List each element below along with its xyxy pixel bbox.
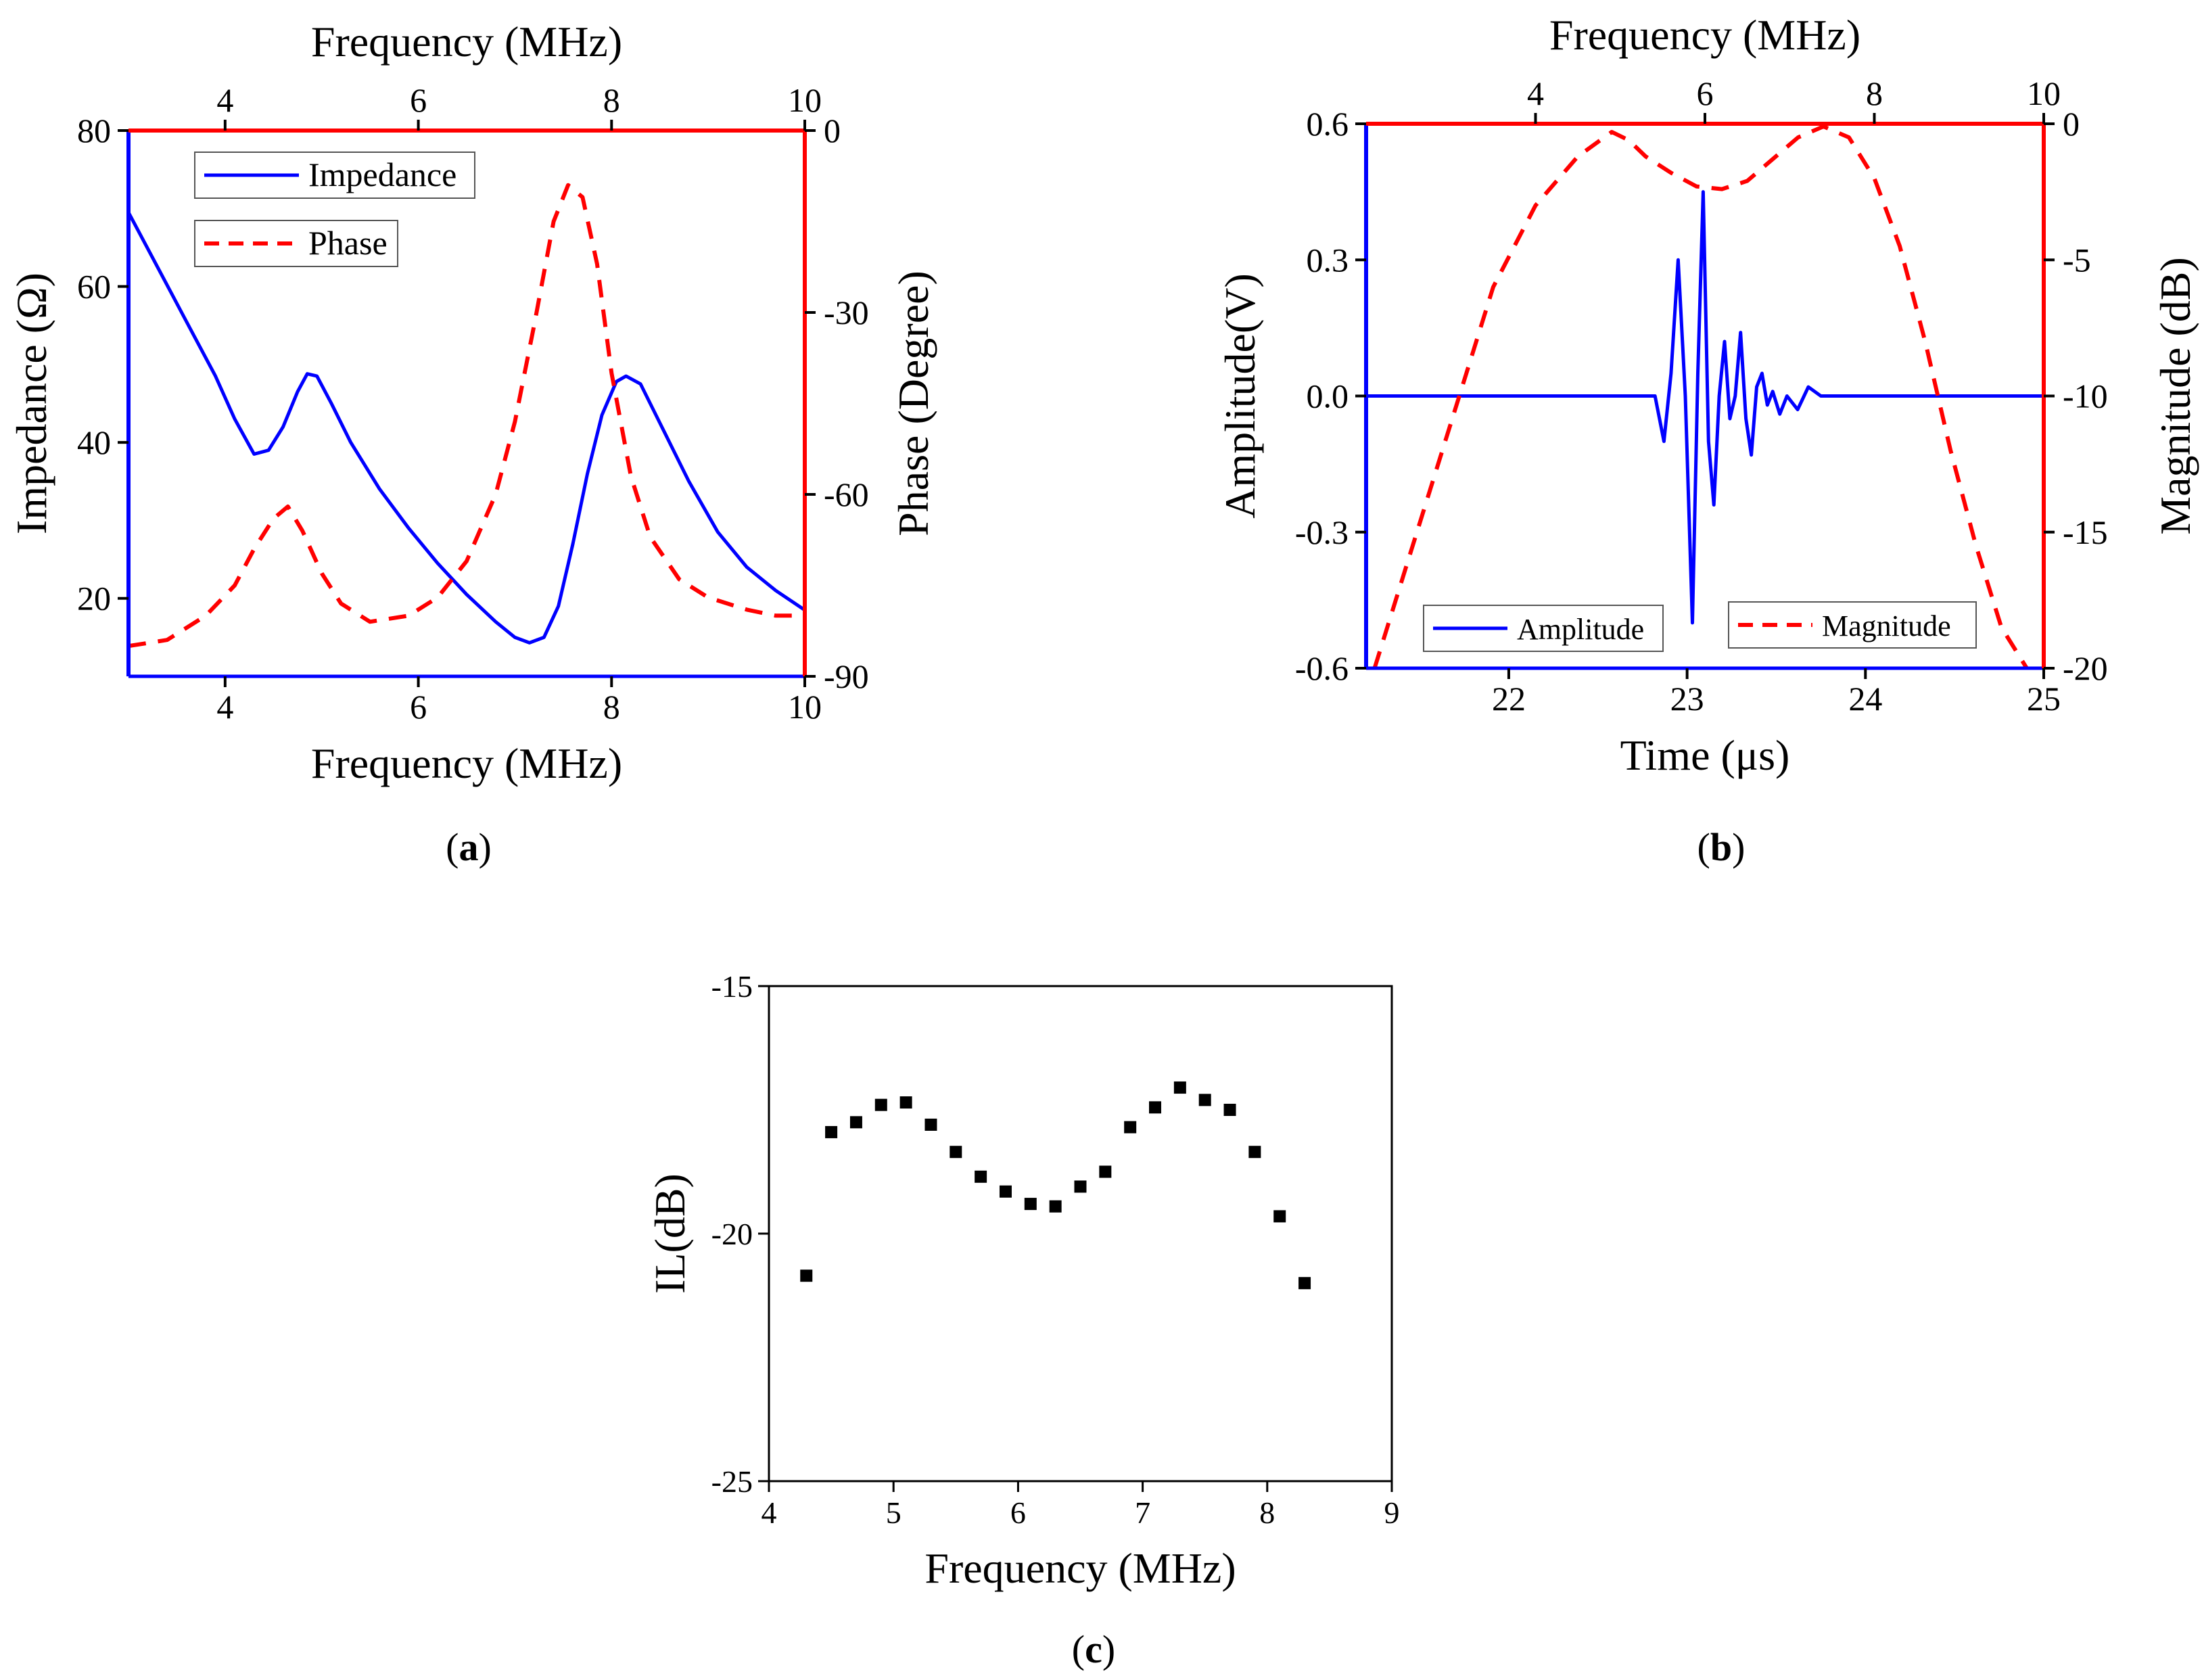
x-tick-label: 5	[886, 1495, 901, 1530]
x2-tick-label: 10	[788, 81, 822, 119]
y2-axis-label: Phase (Degree)	[889, 271, 937, 536]
y-axis-label: Impedance (Ω)	[7, 273, 55, 534]
panel-a-impedance-phase-chart: 4 6 8 10 4 6 8 10 20 40 60 80 0 -30 -60 -90 Frequency (M…	[7, 18, 937, 869]
y-tick-label: 80	[77, 112, 111, 149]
legend-label: Impedance	[308, 156, 456, 193]
x-tick-label: 8	[1259, 1495, 1275, 1530]
y-axis-label: IL(dB)	[646, 1173, 694, 1294]
scatter-point	[825, 1125, 838, 1138]
panel-caption: (b)	[1697, 825, 1746, 869]
y-tick-label: 40	[77, 423, 111, 461]
y-tick-label: 0.6	[1307, 105, 1349, 143]
y-tick-label: -15	[711, 969, 753, 1004]
scatter-point	[1024, 1198, 1037, 1211]
x-axis-label: Frequency (MHz)	[311, 739, 622, 787]
series-line-magnitude	[1372, 124, 2029, 668]
x2-tick-label: 4	[216, 81, 233, 119]
y2-tick-label: -60	[824, 475, 869, 513]
x2-axis-label: Frequency (MHz)	[1549, 11, 1860, 59]
x-tick-label: 23	[1670, 680, 1704, 718]
x-tick-label: 7	[1135, 1495, 1150, 1530]
scatter-point	[950, 1146, 962, 1159]
y2-tick-label: -30	[824, 294, 869, 331]
y2-tick-label: -10	[2063, 377, 2108, 415]
y-axis-label: Amplitude(V)	[1216, 273, 1264, 519]
y2-tick-label: 0	[2063, 105, 2080, 143]
x2-tick-label: 4	[1527, 74, 1544, 112]
scatter-point	[1223, 1104, 1236, 1116]
y-tick-label: -20	[711, 1217, 753, 1251]
x-tick-label: 8	[603, 688, 620, 726]
y-tick-label: 60	[77, 268, 111, 306]
panel-caption-letter: a	[459, 825, 479, 869]
x-tick-label: 4	[216, 688, 233, 726]
y-tick-label: 0.3	[1307, 241, 1349, 279]
y-tick-label: 20	[77, 580, 111, 617]
panel-caption-letter: c	[1085, 1627, 1102, 1671]
y2-tick-label: -15	[2063, 513, 2108, 551]
y2-tick-label: -5	[2063, 241, 2091, 279]
scatter-point	[1298, 1277, 1311, 1290]
legend-label: Amplitude	[1517, 613, 1644, 646]
x-tick-label: 6	[410, 688, 427, 726]
x-tick-label: 9	[1384, 1495, 1400, 1530]
series-line-amplitude	[1366, 190, 2044, 625]
y-tick-label: -0.6	[1295, 649, 1349, 687]
x-axis-label: Time (μs)	[1620, 731, 1790, 779]
series-line-phase	[128, 183, 805, 649]
x2-tick-label: 8	[1866, 74, 1883, 112]
scatter-point	[1173, 1081, 1186, 1094]
legend-label: Phase	[308, 224, 388, 262]
scatter-point	[800, 1269, 813, 1282]
panel-b-amplitude-magnitude-chart: 22 23 24 25 4 6 8 10 0.6 0.3 0.0 -0.3 -0.6 0 -5 -10 -15 -…	[1216, 11, 2199, 869]
panel-c-insertion-loss-chart: 4 5 6 7 8 9 -15 -20 -25 Frequency (MHz) IL(dB) (c)	[646, 969, 1400, 1671]
y-tick-label: -0.3	[1295, 513, 1349, 551]
y-tick-label: 0.0	[1307, 377, 1349, 415]
scatter-point	[1099, 1165, 1112, 1178]
x-tick-label: 10	[788, 688, 822, 726]
series-line-impedance	[128, 211, 805, 645]
scatter-point	[1248, 1146, 1261, 1159]
x-axis-label: Frequency (MHz)	[924, 1544, 1236, 1592]
x-tick-label: 24	[1848, 680, 1882, 718]
panel-caption: (a)	[446, 825, 492, 869]
scatter-point	[924, 1118, 937, 1131]
y-tick-label: -25	[711, 1464, 753, 1499]
x2-tick-label: 8	[603, 81, 620, 119]
scatter-point	[975, 1170, 987, 1183]
plot-frame	[768, 985, 1393, 1483]
x-tick-label: 6	[1010, 1495, 1026, 1530]
x-tick-label: 22	[1492, 680, 1526, 718]
scatter-point	[849, 1116, 862, 1129]
scatter-point	[1273, 1210, 1286, 1223]
panel-caption: (c)	[1072, 1627, 1115, 1671]
y2-tick-label: -90	[824, 657, 869, 695]
scatter-point	[999, 1185, 1012, 1198]
scatter-point	[874, 1098, 887, 1111]
scatter-point	[899, 1096, 912, 1109]
scatter-point	[1149, 1101, 1162, 1114]
y2-tick-label: -20	[2063, 649, 2108, 687]
scatter-point	[1124, 1121, 1137, 1134]
x-tick-label: 25	[2027, 680, 2061, 718]
x-tick-label: 4	[762, 1495, 777, 1530]
x2-axis-label: Frequency (MHz)	[311, 18, 622, 66]
y2-tick-label: 0	[824, 112, 841, 149]
y2-axis-label: Magnitude (dB)	[2151, 257, 2199, 535]
x2-tick-label: 10	[2027, 74, 2061, 112]
legend-label: Magnitude	[1822, 609, 1951, 643]
scatter-point	[1074, 1180, 1087, 1193]
scatter-point	[1198, 1094, 1211, 1106]
x2-tick-label: 6	[1697, 74, 1714, 112]
panel-caption-letter: b	[1710, 825, 1732, 869]
scatter-point	[1049, 1200, 1062, 1213]
x2-tick-label: 6	[410, 81, 427, 119]
